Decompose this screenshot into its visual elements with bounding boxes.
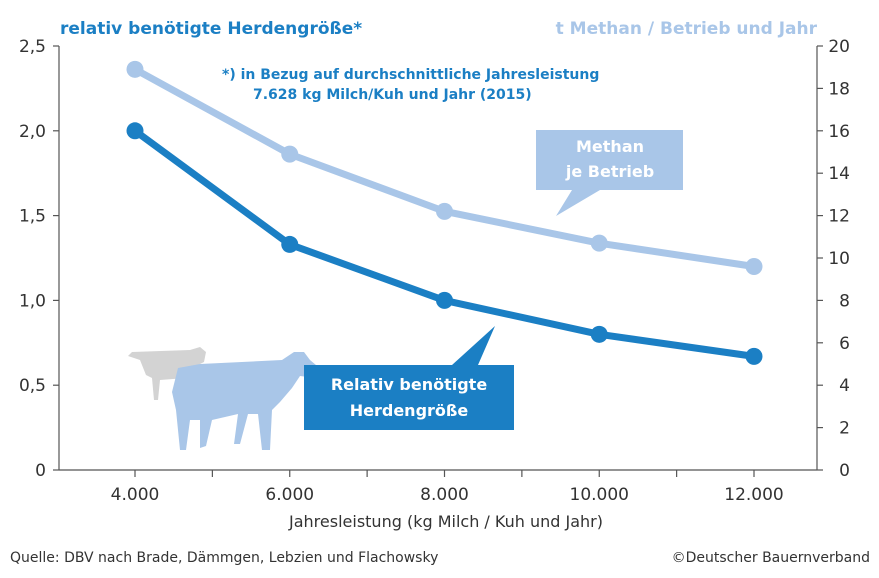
callout-herde: Relativ benötigte Herdengröße <box>304 326 514 430</box>
x-tick-label: 4.000 <box>111 485 160 505</box>
data-point <box>281 145 299 163</box>
data-point <box>436 291 453 309</box>
y-right-tick-label: 18 <box>828 79 850 99</box>
source-text: Quelle: DBV nach Brade, Dämmgen, Lebzien… <box>10 550 438 566</box>
callout-methan-line-1: Methan <box>576 137 644 156</box>
y-left-tick-label: 2,0 <box>19 122 46 142</box>
y-right-tick-label: 0 <box>839 461 850 481</box>
y-right-tick-label: 6 <box>839 334 850 354</box>
right-axis-title: t Methan / Betrieb und Jahr <box>556 19 818 39</box>
callout-herde-line-2: Herdengröße <box>350 401 469 420</box>
x-tick-label: 10.000 <box>570 485 629 505</box>
data-point <box>126 122 144 140</box>
y-left-tick-label: 0,5 <box>19 376 46 396</box>
y-right-tick-label: 8 <box>839 291 850 311</box>
y-right-tick-label: 20 <box>828 37 850 57</box>
y-right-tick-label: 16 <box>828 122 850 142</box>
y-right-tick-label: 4 <box>839 376 850 396</box>
footnote-line-2: 7.628 kg Milch/Kuh und Jahr (2015) <box>253 87 532 103</box>
y-right-tick-label: 14 <box>828 164 850 184</box>
callout-herde-line-1: Relativ benötigte <box>331 375 488 394</box>
data-point <box>436 202 453 220</box>
x-axis-label: Jahresleistung (kg Milch / Kuh und Jahr) <box>288 512 603 531</box>
y-right-tick-label: 12 <box>828 207 850 227</box>
data-point <box>590 325 608 343</box>
y-right-tick-label: 2 <box>839 419 850 439</box>
footnote-line-1: *) in Bezug auf durchschnittliche Jahres… <box>222 67 599 83</box>
y-left-tick-label: 1,5 <box>19 207 46 227</box>
y-left-tick-label: 0 <box>35 461 46 481</box>
x-tick-label: 8.000 <box>420 485 469 505</box>
y-left-tick-label: 2,5 <box>19 37 46 57</box>
data-point <box>745 347 763 365</box>
y-right-tick-label: 10 <box>828 249 850 269</box>
data-point <box>745 257 763 275</box>
callout-methan-line-2: je Betrieb <box>565 162 654 181</box>
cow-icon-large <box>172 352 322 450</box>
left-axis-title: relativ benötigte Herdengröße* <box>60 19 362 39</box>
data-point <box>590 234 608 252</box>
y-left-tick-label: 1,0 <box>19 291 46 311</box>
copyright-text: ©Deutscher Bauernverband <box>672 550 870 566</box>
x-tick-label: 12.000 <box>724 485 783 505</box>
data-point <box>126 60 144 78</box>
callout-methan: Methan je Betrieb <box>536 130 683 216</box>
data-point <box>281 235 299 253</box>
x-tick-label: 6.000 <box>265 485 314 505</box>
